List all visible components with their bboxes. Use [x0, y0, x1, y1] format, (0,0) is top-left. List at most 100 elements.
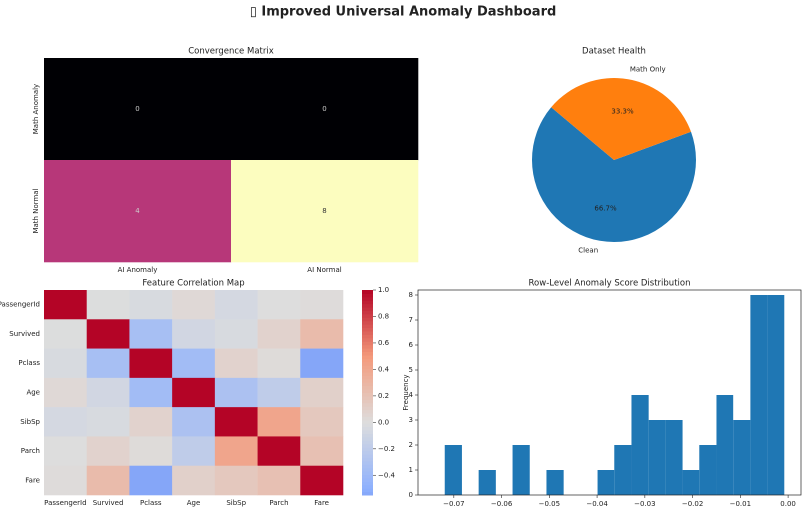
- colorbar-tick-label: 0.2: [378, 392, 389, 400]
- heatmap-cell: [86, 436, 130, 467]
- heatmap-cell: [129, 319, 173, 349]
- heatmap-cell: [257, 436, 301, 467]
- heatmap-cell: [86, 407, 130, 437]
- x-tick-label: AI Normal: [307, 266, 341, 274]
- x-tick-label: Fare: [314, 499, 329, 507]
- heatmap-cell: [129, 377, 173, 408]
- x-tick-label: −0.05: [539, 500, 560, 508]
- y-tick-label: 5: [409, 366, 413, 374]
- heatmap-cell: [300, 407, 344, 437]
- colorbar-segment: [362, 389, 373, 393]
- heatmap-cell: [44, 465, 88, 496]
- x-tick-label: −0.01: [730, 500, 751, 508]
- heatmap-cell: [300, 436, 344, 467]
- x-tick-label: −0.02: [682, 500, 703, 508]
- histogram-bar: [682, 470, 700, 495]
- y-tick-label: 8: [409, 291, 413, 299]
- colorbar-segment: [362, 354, 373, 359]
- histogram-bar: [665, 420, 683, 495]
- cell-label: 0: [322, 105, 326, 113]
- colorbar-segment: [362, 331, 373, 335]
- y-tick-label: 1: [409, 466, 413, 474]
- histogram-bar: [478, 470, 496, 495]
- y-tick-label: Pclass: [18, 359, 40, 367]
- heatmap-cell: [214, 290, 258, 320]
- colorbar-segment: [362, 361, 373, 366]
- colorbar-segment: [362, 320, 373, 325]
- colorbar-segment: [362, 406, 373, 411]
- pie-slice: [531, 107, 696, 242]
- colorbar-segment: [362, 300, 373, 305]
- histogram-bar: [444, 445, 462, 495]
- cell-label: 0: [135, 105, 139, 113]
- heatmap-cell: [172, 465, 216, 496]
- heatmap-cell: [44, 407, 88, 437]
- colorbar-segment: [362, 457, 373, 462]
- heatmap-cell: [300, 465, 344, 496]
- chart-title: Row-Level Anomaly Score Distribution: [529, 279, 691, 289]
- heatmap-cell: [257, 290, 301, 320]
- colorbar-segment: [362, 290, 373, 294]
- histogram-bar: [546, 470, 564, 495]
- heatmap-cell: [214, 319, 258, 349]
- chart-title: Feature Correlation Map: [142, 279, 244, 289]
- slice-label: Clean: [578, 246, 598, 254]
- colorbar-segment: [362, 454, 373, 458]
- heatmap-cell: [231, 58, 419, 161]
- histogram-bar: [716, 395, 734, 495]
- heatmap-cell: [44, 348, 88, 379]
- colorbar-segment: [362, 313, 373, 318]
- colorbar-segment: [362, 467, 373, 472]
- heatmap-cell: [257, 465, 301, 496]
- y-tick-label: 3: [409, 416, 413, 424]
- heatmap-cell: [172, 319, 216, 349]
- histogram-bar: [614, 445, 632, 495]
- x-tick-label: Parch: [269, 499, 288, 507]
- heatmap-cell: [129, 465, 173, 496]
- histogram-bar: [631, 395, 649, 495]
- colorbar-segment: [362, 477, 373, 482]
- colorbar-segment: [362, 491, 373, 496]
- cell-label: 4: [135, 207, 140, 215]
- heatmap-cell: [129, 348, 173, 379]
- colorbar-tick-label: 0.6: [378, 339, 390, 347]
- colorbar-segment: [362, 293, 373, 298]
- colorbar-segment: [362, 327, 373, 332]
- chart-title: Convergence Matrix: [188, 47, 274, 57]
- colorbar-segment: [362, 430, 373, 434]
- colorbar-segment: [362, 303, 373, 308]
- colorbar-segment: [362, 481, 373, 486]
- heatmap-cell: [86, 290, 130, 320]
- colorbar-segment: [362, 337, 373, 342]
- histogram-bar: [699, 445, 717, 495]
- heatmap-cell: [44, 319, 88, 349]
- heatmap-cell: [300, 377, 344, 408]
- colorbar-segment: [362, 436, 373, 441]
- colorbar-segment: [362, 395, 373, 400]
- heatmap-cell: [214, 407, 258, 437]
- heatmap-cell: [257, 377, 301, 408]
- colorbar-tick-label: 0.4: [378, 365, 390, 373]
- colorbar-segment: [362, 351, 373, 356]
- heatmap-cell: [172, 436, 216, 467]
- colorbar-segment: [362, 402, 373, 407]
- colorbar-segment: [362, 447, 373, 452]
- heatmap-cell: [44, 290, 88, 320]
- cell-label: 8: [322, 207, 326, 215]
- histogram-bar: [767, 295, 785, 495]
- heatmap-cell: [214, 377, 258, 408]
- colorbar-segment: [362, 392, 373, 397]
- colorbar-segment: [362, 423, 373, 428]
- colorbar-tick-label: −0.2: [378, 445, 395, 453]
- colorbar-tick-label: 1.0: [378, 286, 389, 294]
- colorbar-segment: [362, 433, 373, 438]
- x-tick-label: 0.00: [780, 500, 796, 508]
- colorbar-segment: [362, 358, 373, 363]
- heatmap-cell: [129, 290, 173, 320]
- heatmap-cell: [44, 436, 88, 467]
- dashboard-title: ▯ Improved Universal Anomaly Dashboard: [250, 5, 557, 20]
- x-tick-label: Survived: [93, 499, 124, 507]
- colorbar-segment: [362, 382, 373, 387]
- plot-frame: [417, 289, 802, 496]
- y-tick-label: SibSp: [20, 418, 40, 426]
